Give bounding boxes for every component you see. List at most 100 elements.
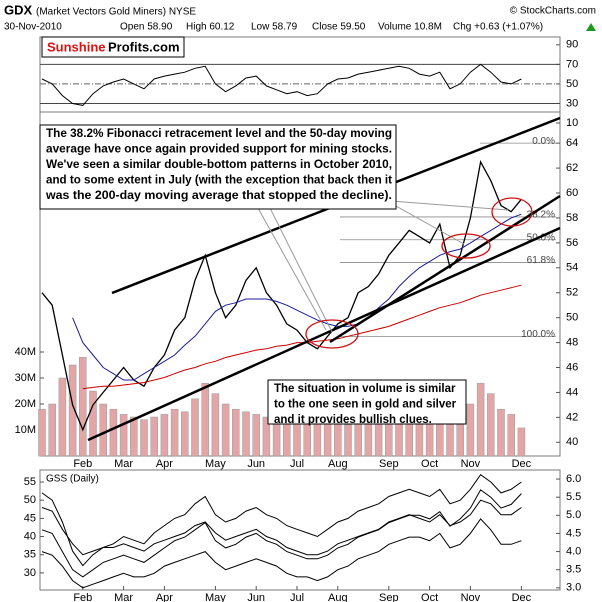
fib-label: 100.0% — [521, 329, 555, 340]
quote-open: Open 58.90 — [120, 22, 173, 33]
y-tick-label: 40 — [566, 436, 578, 448]
series-line — [41, 63, 522, 106]
y-tick-label: 62 — [566, 162, 578, 174]
annotation-text: We've seen a similar double-bottom patte… — [46, 159, 392, 171]
callout-line — [269, 207, 333, 333]
y2-tick-label: 5.5 — [566, 491, 581, 503]
y2-tick-label: 4.0 — [566, 545, 581, 557]
y-tick-label: 48 — [566, 336, 578, 348]
x-tick-label: Apr — [156, 592, 173, 602]
volume-bar — [48, 403, 56, 457]
ellipse — [491, 197, 533, 227]
y2-tick-label: 6.0 — [566, 473, 581, 485]
y-tick-label: 45 — [24, 512, 36, 524]
volume-bar — [79, 356, 87, 457]
volume-bar — [344, 424, 352, 457]
volume-bar — [181, 411, 189, 457]
x-tick-label: Aug — [328, 592, 348, 602]
y-tick-label: 46 — [566, 361, 578, 373]
y2-tick-label: 5.0 — [566, 509, 581, 521]
y-tick-label: 58 — [566, 212, 578, 224]
ellipse — [305, 319, 359, 349]
y-tick-label: 30M — [15, 372, 36, 384]
volume-bar — [58, 377, 67, 457]
y-tick-label: 64 — [566, 137, 578, 149]
volume-bar — [221, 403, 230, 457]
callout-line — [377, 199, 509, 211]
y-tick-label: 60 — [566, 187, 578, 199]
x-tick-label: Dec — [512, 592, 532, 602]
ellipse — [441, 233, 491, 259]
highlight-ellipses — [305, 197, 533, 349]
y-tick-label: 56 — [566, 237, 578, 249]
x-tick-label: Dec — [512, 458, 532, 470]
fib-label: 61.8% — [527, 255, 555, 266]
series-line — [41, 473, 522, 567]
y-tick-label: 20M — [15, 398, 36, 410]
y-tick-label: 50 — [24, 494, 36, 506]
volume-bar — [487, 393, 495, 457]
quote-low: Low 58.79 — [251, 22, 298, 33]
security-name: (Market Vectors Gold Miners) NYSE — [36, 7, 196, 18]
volume-bar — [252, 414, 260, 457]
y-tick-label: 50 — [566, 78, 578, 90]
x-tick-label: Nov — [461, 458, 481, 470]
y-tick-label: 30 — [24, 567, 36, 579]
volume-bar — [517, 427, 526, 457]
y-tick-label: 40 — [24, 530, 36, 542]
trend-line — [87, 226, 561, 442]
volume-bar — [38, 408, 46, 457]
annotation-text: and to some extent in July (with the exc… — [46, 175, 392, 187]
volume-bar — [466, 403, 475, 457]
logo-black: Profits.com — [108, 39, 180, 54]
y-tick-label: 70 — [566, 58, 578, 70]
volume-bar — [497, 408, 505, 457]
y2-tick-label: 3.5 — [566, 564, 581, 576]
fib-label: 38.2% — [527, 210, 555, 221]
y-tick-label: 42 — [566, 411, 578, 423]
y2-tick-label: 4.5 — [566, 527, 581, 539]
annotation-text: to the one seen in gold and silver — [274, 399, 457, 411]
volume-bar — [476, 382, 485, 457]
x-tick-label: Aug — [328, 458, 348, 470]
symbol: GDX — [4, 2, 33, 17]
x-tick-label: Feb — [73, 592, 92, 602]
x-tick-label: Mar — [114, 592, 133, 602]
x-tick-label: Feb — [73, 458, 92, 470]
panel-title: GSS (Daily) — [46, 474, 99, 485]
volume-bar — [150, 416, 158, 457]
x-tick-label: May — [205, 458, 226, 470]
volume-bar — [119, 414, 128, 457]
volume-bar — [160, 414, 169, 457]
volume-bar — [334, 421, 342, 457]
x-tick-label: Sep — [379, 458, 399, 470]
volume-bar — [211, 393, 220, 457]
x-tick-label: Oct — [421, 592, 438, 602]
x-tick-label: Jun — [247, 458, 265, 470]
y-tick-label: 54 — [566, 262, 578, 274]
up-arrow — [586, 23, 596, 31]
y-tick-label: 52 — [566, 287, 578, 299]
y-tick-label: 40M — [15, 346, 36, 358]
x-tick-label: Apr — [156, 458, 173, 470]
x-tick-label: May — [205, 592, 226, 602]
x-tick-label: Mar — [114, 458, 133, 470]
y-tick-label: 35 — [24, 549, 36, 561]
y-tick-label: 44 — [566, 386, 578, 398]
volume-bar — [262, 416, 271, 457]
quote-high: High 60.12 — [186, 22, 235, 33]
y-tick-label: 50 — [566, 312, 578, 324]
x-tick-label: Nov — [461, 592, 481, 602]
volume-bar — [170, 408, 179, 457]
y-tick-label: 10 — [566, 117, 578, 129]
logo-red: Sunshine — [47, 39, 106, 54]
annotation-text: was the 200-day moving average that stop… — [45, 190, 392, 202]
annotation-text: The situation in volume is similar — [274, 383, 456, 395]
x-tick-label: Sep — [379, 592, 399, 602]
y-tick-label: 30 — [566, 97, 578, 109]
y-tick-label: 90 — [566, 39, 578, 51]
x-tick-label: Jul — [290, 592, 304, 602]
quote-close: Close 59.50 — [312, 22, 366, 33]
volume-bar — [89, 390, 97, 457]
volume-bar — [191, 398, 199, 457]
